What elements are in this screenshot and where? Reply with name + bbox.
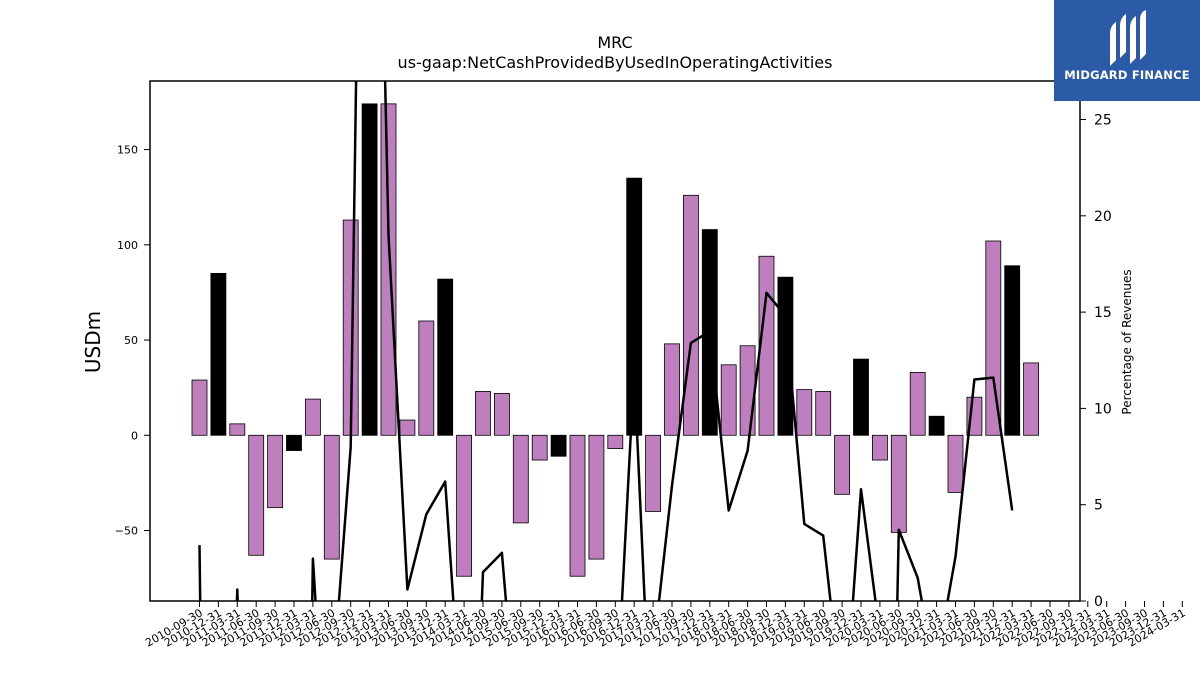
- bar: [588, 434, 605, 560]
- y-tick-label: 150: [117, 144, 138, 157]
- logo-text: MIDGARD FINANCE: [1064, 68, 1190, 82]
- y2-axis-label: Percentage of Revenues: [1120, 269, 1134, 414]
- bar: [323, 434, 340, 560]
- bar: [720, 364, 737, 436]
- y-tick-label: −50: [115, 525, 138, 538]
- bar: [493, 392, 510, 436]
- bar: [1004, 265, 1021, 436]
- pct-revenue-line: [198, 81, 1014, 601]
- chart-title: MRC: [597, 33, 632, 52]
- y2-tick-label: 15: [1094, 305, 1112, 321]
- logo-mark-icon: [1110, 10, 1146, 66]
- bar: [890, 434, 907, 533]
- bar: [947, 434, 964, 493]
- bar: [777, 276, 794, 436]
- bar: [872, 434, 888, 461]
- bar: [796, 389, 813, 436]
- bar: [418, 320, 435, 436]
- bar: [985, 240, 1002, 436]
- y2-tick-label: 25: [1094, 113, 1112, 129]
- bar: [815, 391, 832, 436]
- bar: [229, 423, 246, 436]
- plot-frame: [149, 80, 1081, 602]
- y-tick-label: 0: [131, 429, 138, 442]
- y2-tick-label: 20: [1094, 209, 1112, 225]
- bar: [475, 391, 491, 436]
- bar: [928, 415, 945, 436]
- bar: [248, 434, 265, 556]
- bar: [191, 379, 208, 436]
- bar: [437, 278, 454, 436]
- y2-tick-label: 0: [1094, 594, 1103, 610]
- bar: [531, 434, 548, 461]
- bar: [304, 398, 321, 436]
- y2-tick-label: 5: [1094, 498, 1103, 514]
- bar: [380, 103, 397, 436]
- chart-subtitle: us-gaap:NetCashProvidedByUsedInOperating…: [398, 53, 833, 72]
- bar: [834, 434, 850, 495]
- bar: [286, 434, 302, 451]
- bar: [909, 372, 926, 436]
- y-axis-label: USDm: [81, 311, 105, 373]
- midgard-finance-logo: MIDGARD FINANCE: [1054, 0, 1200, 101]
- y-tick-label: 50: [124, 334, 138, 347]
- bar: [512, 434, 529, 524]
- bar: [1023, 362, 1039, 436]
- bar: [607, 434, 624, 450]
- bar: [569, 434, 586, 577]
- bar: [683, 194, 699, 436]
- bar: [361, 103, 378, 436]
- bar: [550, 434, 567, 457]
- bar: [645, 434, 661, 512]
- bar: [399, 419, 416, 436]
- bar: [853, 358, 869, 436]
- bar: [456, 434, 473, 577]
- bar: [210, 272, 227, 436]
- y-tick-label: 100: [117, 239, 138, 252]
- bar: [739, 345, 756, 436]
- bar: [626, 177, 643, 436]
- bars-group: [191, 81, 1039, 601]
- bar: [267, 434, 284, 509]
- y2-tick-label: 10: [1094, 401, 1112, 417]
- bar: [664, 343, 680, 436]
